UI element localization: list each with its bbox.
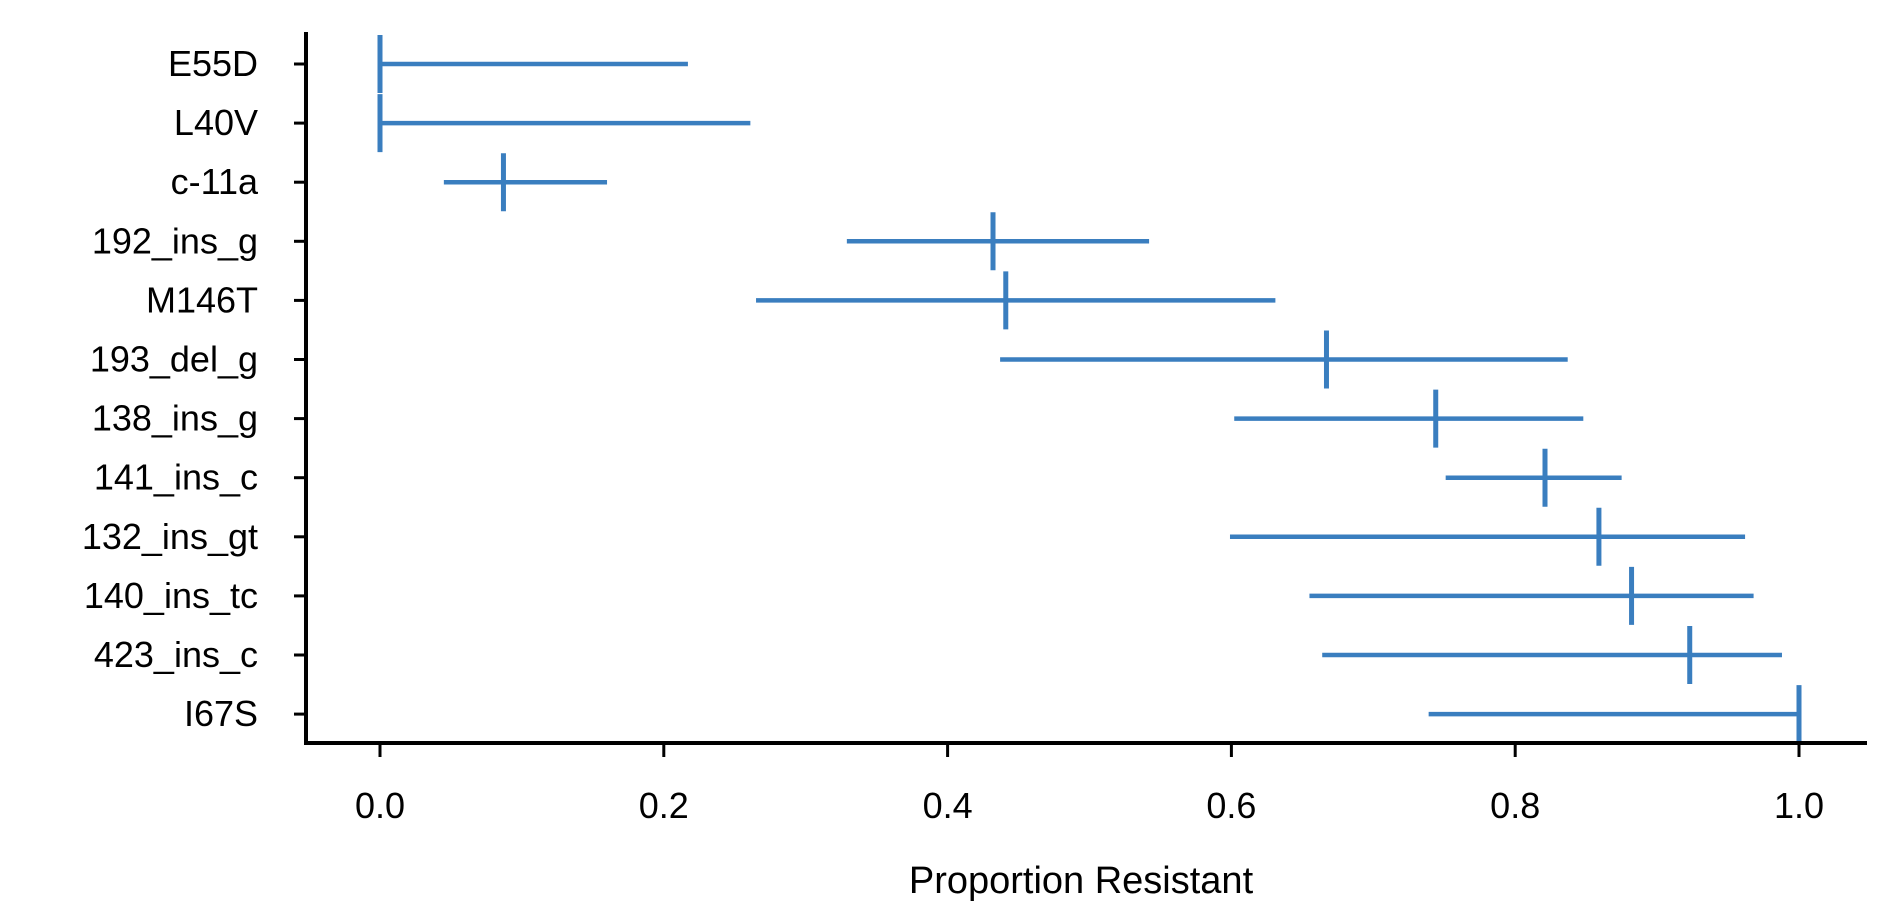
x-tick-label: 0.0 (355, 785, 405, 826)
y-tick-label: 192_ins_g (92, 220, 258, 261)
forest-row (1229, 507, 1746, 566)
forest-row (756, 271, 1276, 330)
plot-area (377, 35, 1802, 744)
y-tick-label: M146T (146, 279, 258, 320)
forest-row (1428, 685, 1802, 744)
x-tick-label: 0.4 (923, 785, 973, 826)
forest-row (1000, 330, 1568, 389)
y-tick-label: 140_ins_tc (84, 575, 258, 616)
y-tick-label: c-11a (171, 161, 259, 202)
x-tick-label: 0.8 (1490, 785, 1540, 826)
forest-row (377, 35, 688, 93)
forest-row (443, 153, 608, 212)
y-tick-label: 423_ins_c (94, 634, 258, 675)
forest-row (1309, 566, 1754, 625)
x-axis-title: Proportion Resistant (909, 860, 1254, 902)
y-tick-label: I67S (184, 693, 258, 734)
y-tick-label: L40V (174, 102, 258, 143)
forest-row (1234, 389, 1584, 448)
x-axis: 0.0 0.2 0.4 0.6 0.8 1.0 (355, 743, 1824, 826)
y-tick-label: 138_ins_g (92, 398, 258, 439)
forest-row (1445, 448, 1622, 507)
forest-row (1322, 626, 1782, 684)
y-tick-label: 141_ins_c (94, 457, 258, 498)
x-tick-label: 0.6 (1206, 785, 1256, 826)
forest-row (846, 212, 1150, 271)
x-tick-label: 1.0 (1774, 785, 1824, 826)
x-tick-label: 0.2 (639, 785, 689, 826)
forest-row (377, 94, 751, 153)
y-tick-label: 193_del_g (90, 339, 258, 380)
y-tick-label: E55D (168, 43, 258, 84)
y-axis: E55D L40V c-11a 192_ins_g M146T 193_del_g 138_… (82, 43, 306, 734)
y-tick-label: 132_ins_gt (82, 516, 258, 557)
